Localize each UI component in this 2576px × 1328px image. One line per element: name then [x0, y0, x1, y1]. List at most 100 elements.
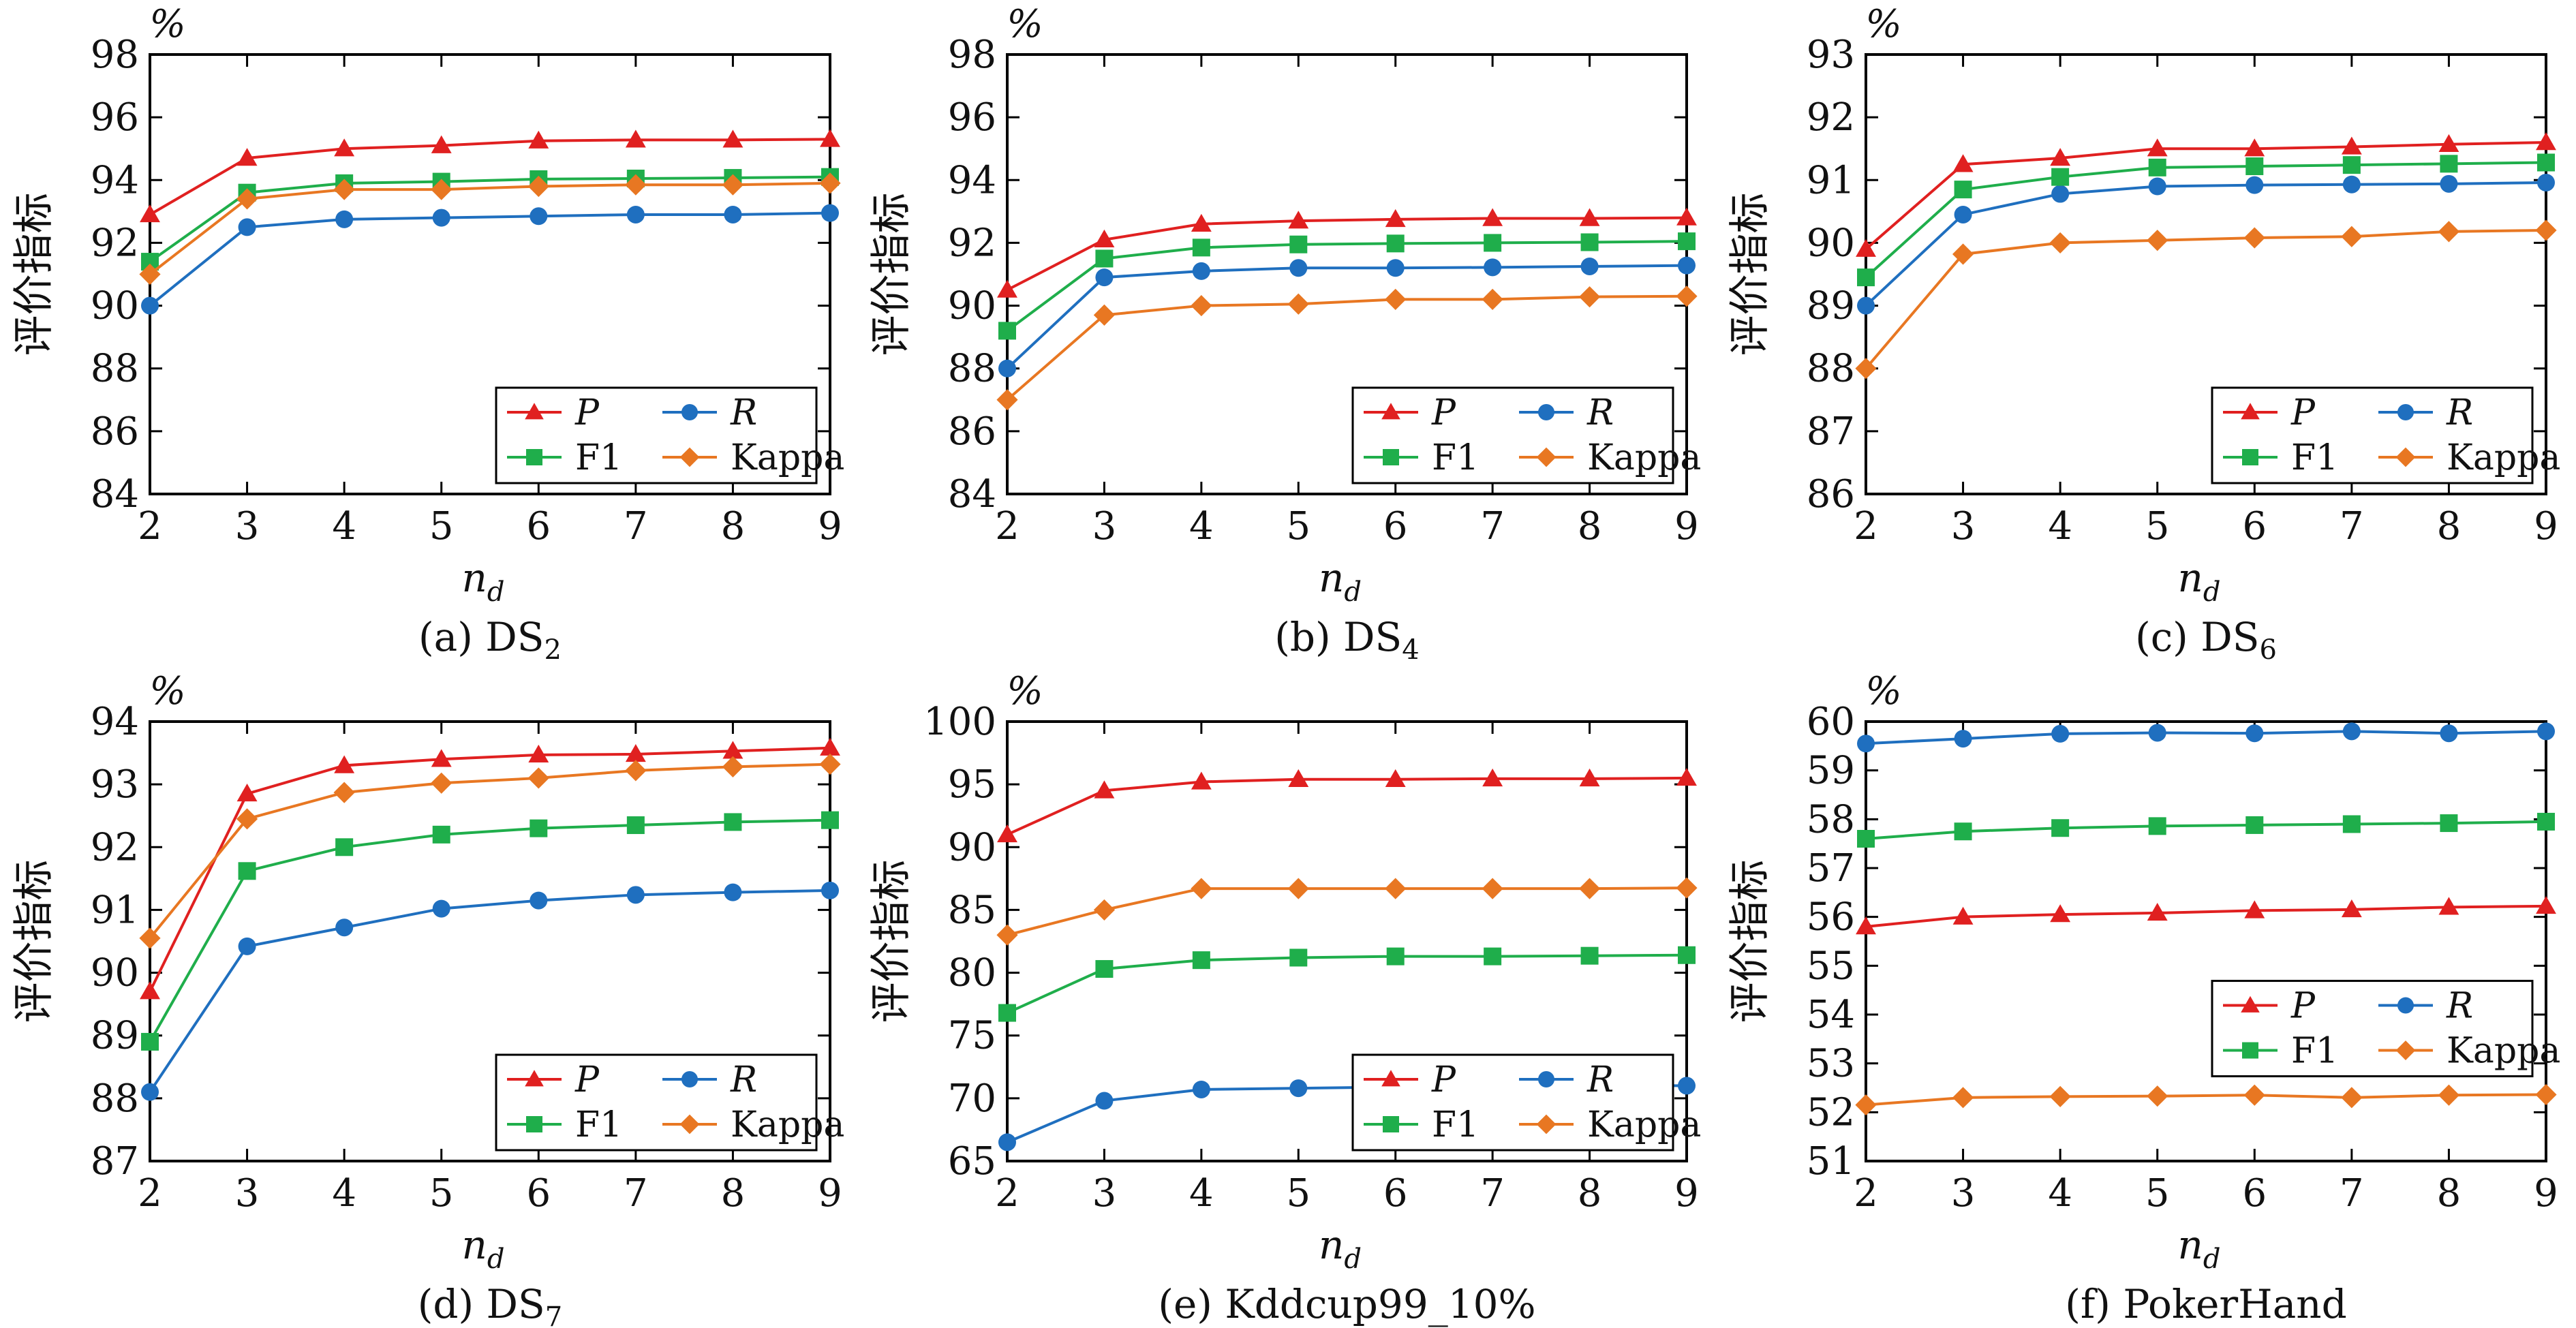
y-tick-label: 94: [91, 700, 139, 744]
data-point: [1952, 906, 1974, 925]
y-tick-label: 89: [91, 1014, 139, 1058]
data-point: [238, 937, 256, 955]
series-p: [140, 737, 840, 1000]
data-point: [1095, 1092, 1114, 1110]
legend-label: F1: [1432, 437, 1479, 478]
series-line: [149, 181, 831, 276]
data-point: [1095, 268, 1114, 287]
x-tick-label: 2: [138, 1171, 162, 1216]
x-tick-label: 2: [1854, 1171, 1878, 1216]
data-point: [1192, 262, 1210, 280]
x-tick-label: 9: [2534, 504, 2558, 549]
data-point: [528, 130, 549, 149]
data-point: [2341, 226, 2363, 247]
data-point: [2243, 1084, 2265, 1106]
data-point: [140, 204, 160, 223]
data-point: [1385, 209, 1406, 228]
data-point: [236, 784, 258, 802]
y-tick-label: 88: [91, 347, 139, 391]
y-tick-label: 65: [948, 1139, 996, 1184]
y-tick-label: 93: [1807, 33, 1855, 77]
y-tick-label: 86: [1807, 472, 1855, 516]
data-point: [1482, 768, 1503, 787]
legend-marker: [2242, 1042, 2258, 1059]
x-tick-label: 7: [2340, 1171, 2364, 1216]
data-point: [334, 138, 355, 157]
data-point: [1093, 899, 1116, 921]
x-tick-label: 7: [1480, 504, 1505, 549]
x-tick-label: 9: [1674, 1171, 1699, 1216]
x-axis-label: nd: [462, 555, 505, 608]
data-point: [335, 838, 354, 856]
x-tick-label: 2: [995, 1171, 1019, 1216]
data-point: [1289, 948, 1308, 967]
data-point: [626, 816, 645, 835]
series-p: [997, 767, 1697, 843]
series-kappa: [996, 877, 1698, 946]
y-tick-label: 89: [1807, 284, 1855, 328]
data-point: [1954, 205, 1972, 223]
series-p: [1856, 132, 2556, 257]
y-tick-label: 90: [948, 284, 996, 328]
data-point: [1289, 235, 1308, 253]
legend-marker: [526, 449, 542, 465]
series-p: [997, 207, 1697, 298]
legend-marker: [525, 403, 544, 420]
x-tick-label: 4: [2048, 504, 2072, 549]
data-point: [139, 263, 161, 285]
x-tick-label: 2: [138, 504, 162, 549]
data-point: [1952, 243, 1974, 265]
data-point: [722, 741, 743, 759]
y-axis-label: 评价指标: [1726, 860, 1774, 1023]
legend-marker: [2397, 997, 2414, 1014]
x-tick-label: 5: [2145, 1171, 2170, 1216]
x-tick-label: 8: [721, 1171, 746, 1216]
data-point: [2535, 219, 2557, 241]
y-tick-label: 84: [91, 472, 139, 516]
y-unit-label: %: [1865, 2, 1901, 46]
series-f1: [1857, 812, 2555, 848]
legend-box: [2211, 386, 2534, 484]
y-unit-label: %: [149, 669, 185, 713]
legend-label: P: [574, 392, 600, 433]
series-line: [1007, 953, 1687, 1015]
x-tick-label: 5: [2145, 504, 2170, 549]
panel-caption: (b) DS4: [1274, 614, 1420, 666]
legend-marker: [2395, 1040, 2416, 1060]
data-point: [1095, 249, 1114, 268]
data-point: [625, 129, 646, 148]
y-tick-label: 100: [923, 700, 996, 744]
data-point: [2050, 148, 2071, 166]
plot-area: [1865, 720, 2547, 1162]
x-tick-label: 3: [1951, 504, 1976, 549]
legend-label: Kappa: [2447, 1031, 2560, 1072]
data-point: [1678, 256, 1696, 275]
y-tick-label: 55: [1807, 944, 1855, 988]
data-point: [2438, 221, 2460, 243]
data-point: [2341, 136, 2362, 155]
data-point: [1857, 830, 1875, 848]
series-line: [1006, 294, 1687, 401]
x-tick-label: 3: [235, 504, 260, 549]
data-point: [1385, 288, 1407, 310]
x-tick-label: 6: [1383, 1171, 1408, 1216]
data-point: [722, 174, 744, 196]
data-point: [431, 135, 452, 153]
y-unit-label: %: [1007, 669, 1043, 713]
data-point: [2148, 158, 2166, 176]
data-point: [2440, 724, 2458, 743]
data-point: [1192, 951, 1210, 970]
data-point: [2537, 173, 2555, 191]
series-line: [1007, 886, 1687, 937]
legend-marker: [2395, 447, 2416, 467]
y-tick-label: 93: [91, 762, 139, 807]
data-point: [997, 824, 1017, 843]
data-point: [334, 755, 355, 773]
legend-box: [2211, 980, 2534, 1078]
data-point: [2245, 157, 2264, 176]
data-point: [1855, 358, 1877, 380]
data-point: [724, 883, 742, 901]
series-r: [998, 256, 1696, 377]
y-tick-label: 86: [91, 410, 139, 454]
data-point: [1580, 233, 1599, 251]
